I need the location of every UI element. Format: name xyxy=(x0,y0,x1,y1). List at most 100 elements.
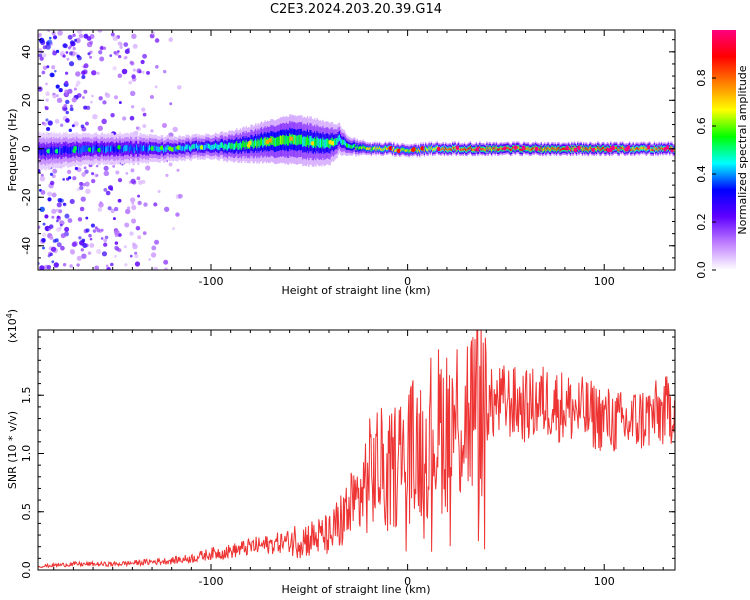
spectrogram-noise-dot xyxy=(53,262,59,268)
spectrogram-noise-dot xyxy=(123,56,127,60)
spectrogram-ridge-cell xyxy=(45,148,47,157)
spectrogram-ridge-blob xyxy=(97,147,102,153)
spectrogram-ridge-blob xyxy=(388,146,393,151)
spectrogram-ridge-cell xyxy=(120,146,122,153)
spectrogram-ridge-cell xyxy=(527,147,529,150)
spectrogram-ridge-cell xyxy=(148,144,151,151)
spectrogram-ridge-cell xyxy=(373,147,375,150)
snr-panel: -100 0 100 0.0 0.5 1.0 1.5 Height of straight… xyxy=(5,309,676,596)
spectrogram-noise-dot xyxy=(47,197,52,202)
spectrogram-ridge-cell xyxy=(549,148,552,152)
spectrogram-noise-dot xyxy=(42,53,47,58)
spectrogram-ridge-cell xyxy=(328,139,330,148)
spectrogram-ridge-cell xyxy=(111,145,113,152)
spectrogram-noise-dot xyxy=(62,202,67,207)
spectrogram-ridge-cell xyxy=(634,147,637,151)
spectrogram-ridge-cell xyxy=(487,148,489,152)
spectrogram-ridge-cell xyxy=(336,138,338,145)
spectrogram-ridge-cell xyxy=(658,146,660,149)
spectrogram-noise-dot xyxy=(105,190,111,196)
spectrogram-ridge-cell xyxy=(485,148,487,152)
spectrogram-noise-dot xyxy=(92,229,97,233)
spectrogram-noise-dot xyxy=(64,89,69,94)
spectrogram-noise-dot xyxy=(119,45,123,50)
spectrogram-ridge-cell xyxy=(50,146,53,154)
spectrogram-noise-dot xyxy=(47,254,51,258)
spectrogram-ridge-cell xyxy=(417,148,420,151)
spectrogram-ridge-cell xyxy=(519,148,521,151)
spectrogram-ridge-cell xyxy=(256,140,258,149)
spectrogram-ridge-cell xyxy=(436,146,439,149)
spectrogram-ridge-cell xyxy=(362,145,364,149)
spectrogram-noise-dot xyxy=(76,255,82,261)
spectrogram-ridge-cell xyxy=(227,142,230,149)
spectrogram-ridge-cell xyxy=(511,148,513,151)
spectrogram-ridge-cell xyxy=(585,146,587,150)
spectrogram-ridge-cell xyxy=(354,144,356,148)
spectrogram-noise-dot xyxy=(164,206,170,212)
spectrogram-noise-dot xyxy=(99,56,105,62)
spectrogram-ridge-cell xyxy=(306,135,309,146)
spectrogram-noise-dot xyxy=(89,243,95,248)
spectrogram-noise-dot xyxy=(114,229,120,236)
spectrogram-ridge-cell xyxy=(87,145,89,152)
spectrogram-ridge-cell xyxy=(104,145,106,152)
spectrogram-ridge-cell xyxy=(115,145,118,152)
spectrogram-ridge-cell xyxy=(251,139,253,147)
spectrogram-noise-dot xyxy=(85,121,89,126)
spectrogram-noise-dot xyxy=(90,223,96,228)
spectrogram-ridge-blob xyxy=(455,145,461,150)
spectrogram-noise-dot xyxy=(117,73,123,79)
spectrogram-noise-dot xyxy=(97,30,103,33)
spectrogram-noise-dot xyxy=(92,113,98,120)
spectrogram-noise-dot xyxy=(71,97,77,103)
spectrogram-ridge-cell xyxy=(435,146,437,150)
spectrogram-noise-dot xyxy=(153,202,158,207)
spectrogram-ridge-cell xyxy=(419,150,421,153)
spectrogram-ridge-cell xyxy=(285,134,288,145)
spectrogram-ridge-cell xyxy=(315,138,317,149)
spectrogram-noise-dot xyxy=(140,59,145,65)
spectrogram-noise-dot xyxy=(54,69,57,73)
spectrogram-ridge-cell xyxy=(237,143,239,150)
spectrogram-noise-dot xyxy=(62,263,67,267)
spectrogram-ridge-cell xyxy=(449,147,452,151)
spectrogram-ridge-cell xyxy=(479,146,481,149)
spectrogram-ridge-blob xyxy=(646,145,652,150)
spectrogram-ridge-cell xyxy=(253,140,256,148)
spectrogram-ridge-cell xyxy=(159,146,161,153)
spectrogram-noise-dot xyxy=(72,46,76,51)
spectrogram-noise-dot xyxy=(91,178,96,184)
spectrogram-ridge-cell xyxy=(296,135,298,146)
spectrogram-noise-dot xyxy=(45,91,50,97)
spectrogram-ridge-blob xyxy=(159,145,165,151)
spectrogram-ridge-cell xyxy=(272,136,275,146)
colorbar-bar xyxy=(712,30,736,270)
spectrogram-ridge-cell xyxy=(229,142,231,149)
spectrogram-noise-dot xyxy=(51,31,56,36)
spectrogram-ridge-cell xyxy=(554,147,557,150)
spectrogram-noise-dot xyxy=(135,225,141,231)
spectrogram-noise-dot xyxy=(125,172,129,175)
spectrogram-y-axis-title: Frequency (Hz) xyxy=(6,109,19,192)
spectrogram-ridge-cell xyxy=(61,147,63,155)
spectrogram-ridge-cell xyxy=(52,148,54,156)
spectrogram-noise-dot xyxy=(47,120,53,126)
spectrogram-ridge-cell xyxy=(358,146,361,150)
spectrogram-noise-dot xyxy=(161,123,167,129)
spectrogram-ridge-cell xyxy=(441,147,443,151)
spectrogram-noise-dot xyxy=(49,172,53,176)
spectrogram-noise-dot xyxy=(146,70,150,75)
spectrogram-noise-dot xyxy=(66,169,72,175)
spectrogram-noise-dot xyxy=(113,206,119,212)
spectrogram-ridge-cell xyxy=(179,145,181,151)
spectrogram-ridge-cell xyxy=(223,144,225,151)
spectrogram-ridge-cell xyxy=(225,143,227,150)
spectrogram-noise-dot xyxy=(85,188,91,195)
spectrogram-ridge-cell xyxy=(564,147,566,150)
spectrogram-noise-dot xyxy=(85,105,91,110)
spectrogram-ridge-cell xyxy=(501,147,503,151)
spectrogram-ridge-cell xyxy=(423,149,426,152)
spectrogram-noise-dot xyxy=(49,235,54,240)
spectrogram-panel: -100 0 100 -40 -20 0 20 40 Height of straight … xyxy=(6,29,676,297)
